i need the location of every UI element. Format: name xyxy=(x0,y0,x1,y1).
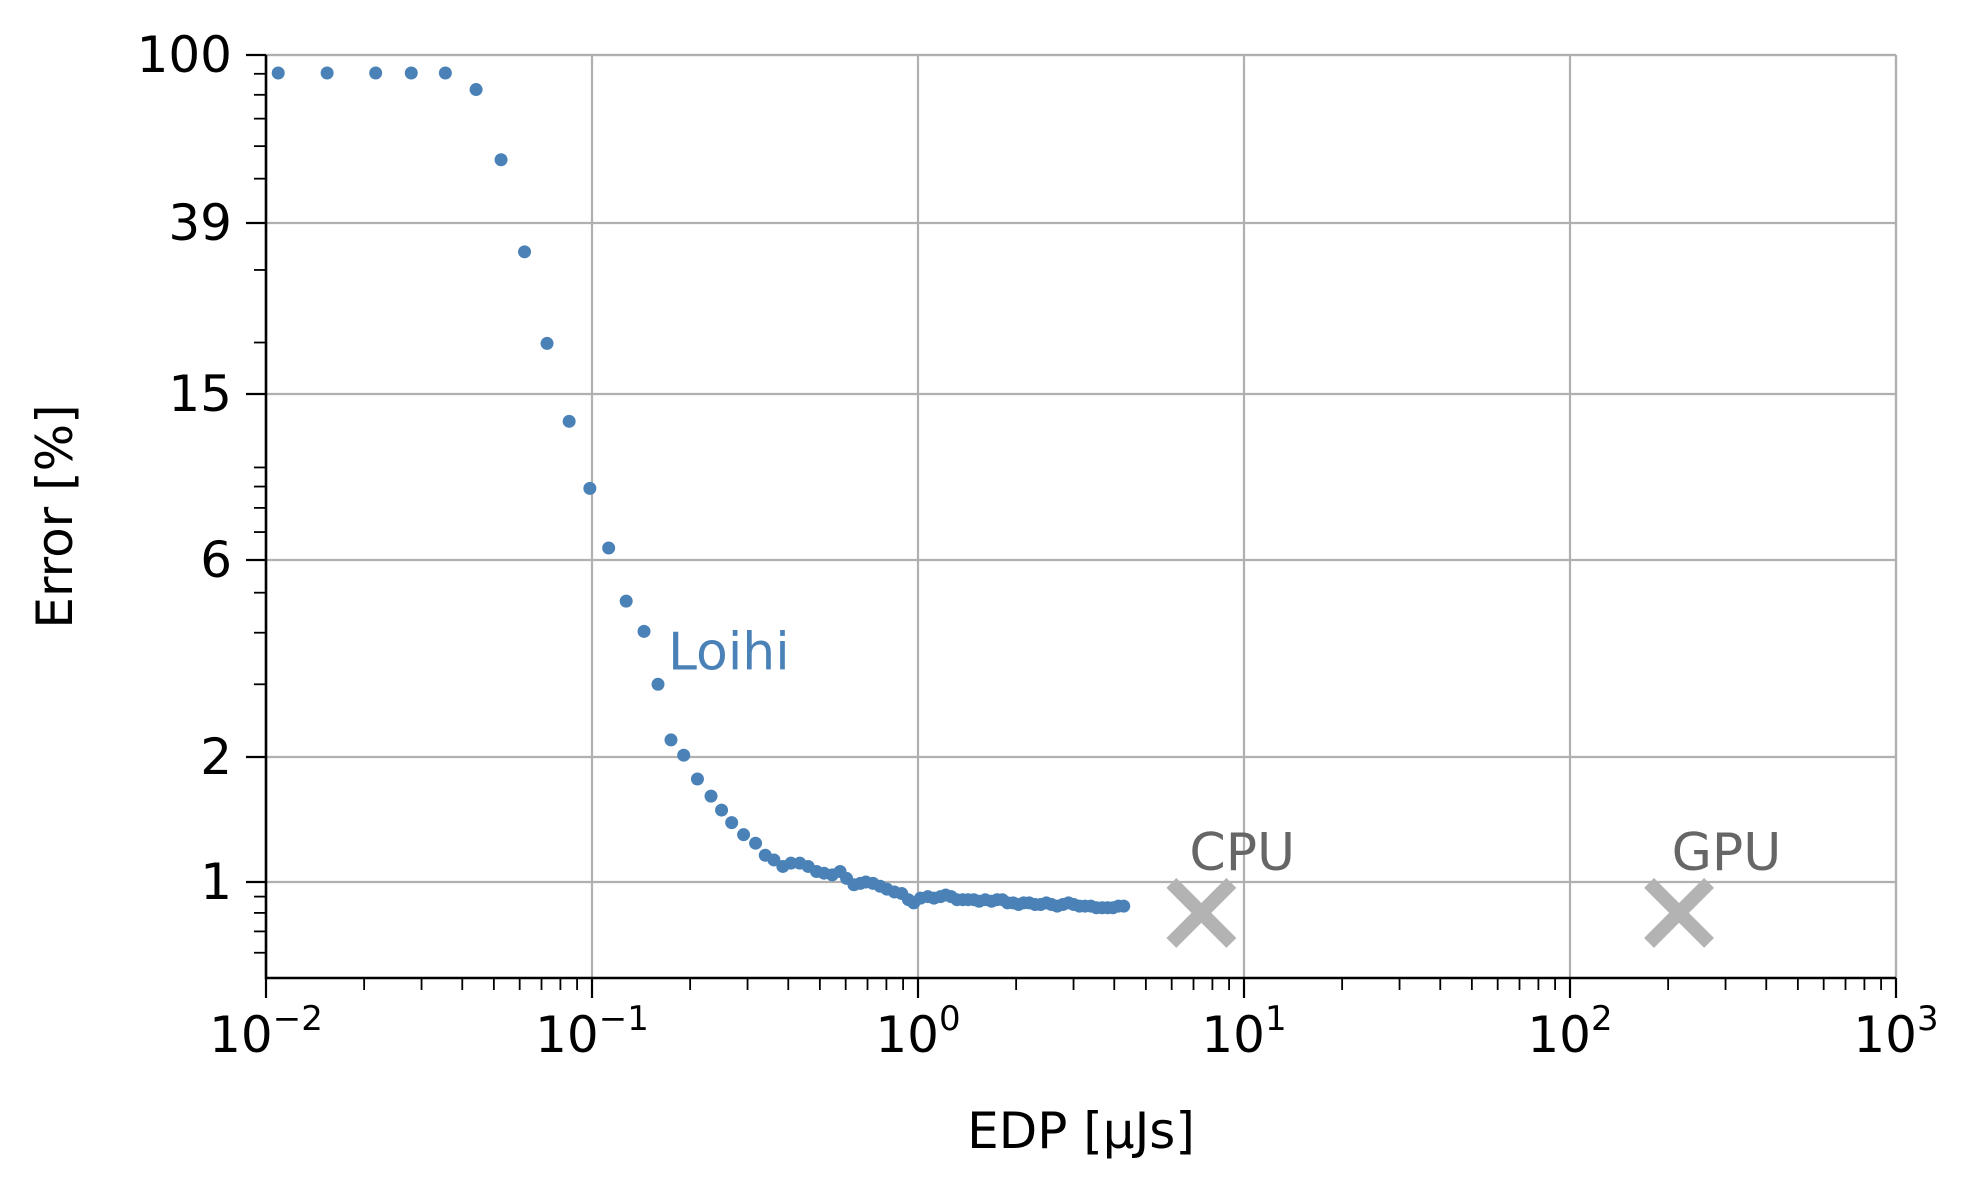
data-marks xyxy=(271,66,1714,948)
loihi-point xyxy=(651,677,665,691)
loihi-point xyxy=(518,245,532,259)
x-tick-label: 100 xyxy=(875,999,960,1064)
loihi-point xyxy=(767,853,781,867)
loihi-point xyxy=(271,66,285,80)
x-tick-label: 10−2 xyxy=(209,999,323,1064)
cpu-marker xyxy=(1166,877,1237,948)
loihi-point xyxy=(715,803,729,817)
x-axis-label: EDP [μJs] xyxy=(967,1102,1195,1160)
loihi-point xyxy=(320,66,334,80)
x-tick-label: 10−1 xyxy=(535,999,649,1064)
x-axis-ticks: 10−2 10−1 100 101 102 103 xyxy=(209,978,1939,1064)
loihi-point xyxy=(540,336,554,350)
gpu-label: GPU xyxy=(1672,823,1782,883)
loihi-point xyxy=(438,66,452,80)
loihi-label: Loihi xyxy=(668,622,790,682)
loihi-point xyxy=(737,828,751,842)
y-tick-label: 2 xyxy=(200,728,232,786)
y-tick-label: 15 xyxy=(168,365,232,423)
loihi-point xyxy=(725,816,739,830)
loihi-point xyxy=(369,66,383,80)
loihi-point xyxy=(469,83,483,97)
annotations: Loihi CPU GPU xyxy=(668,622,1781,883)
loihi-point xyxy=(749,836,763,850)
plot-frame xyxy=(264,53,1898,980)
loihi-point xyxy=(664,733,678,747)
loihi-point xyxy=(494,153,508,167)
x-tick-label: 101 xyxy=(1201,999,1286,1064)
loihi-point xyxy=(1117,899,1131,913)
y-axis-label: Error [%] xyxy=(26,404,84,628)
x-tick-label: 102 xyxy=(1527,999,1612,1064)
loihi-point xyxy=(677,748,691,762)
loihi-point xyxy=(562,414,576,428)
gpu-marker xyxy=(1644,877,1714,948)
y-tick-label: 39 xyxy=(168,194,232,252)
gpu-marker-stroke xyxy=(1644,877,1714,948)
cpu-marker-stroke xyxy=(1166,877,1237,948)
loihi-point xyxy=(637,624,651,638)
loihi-point xyxy=(784,856,798,870)
loihi-point xyxy=(404,66,418,80)
loihi-point xyxy=(602,541,616,555)
y-tick-label: 1 xyxy=(200,853,232,911)
y-tick-label: 100 xyxy=(137,26,232,84)
loihi-point xyxy=(619,594,633,608)
loihi-point xyxy=(690,772,704,786)
cpu-label: CPU xyxy=(1189,823,1295,883)
x-tick-label: 103 xyxy=(1853,999,1938,1064)
loihi-point xyxy=(704,789,718,803)
y-axis-ticks: 100 39 15 6 2 1 xyxy=(137,26,266,954)
loihi-point xyxy=(583,481,597,495)
y-tick-label: 6 xyxy=(200,531,232,589)
